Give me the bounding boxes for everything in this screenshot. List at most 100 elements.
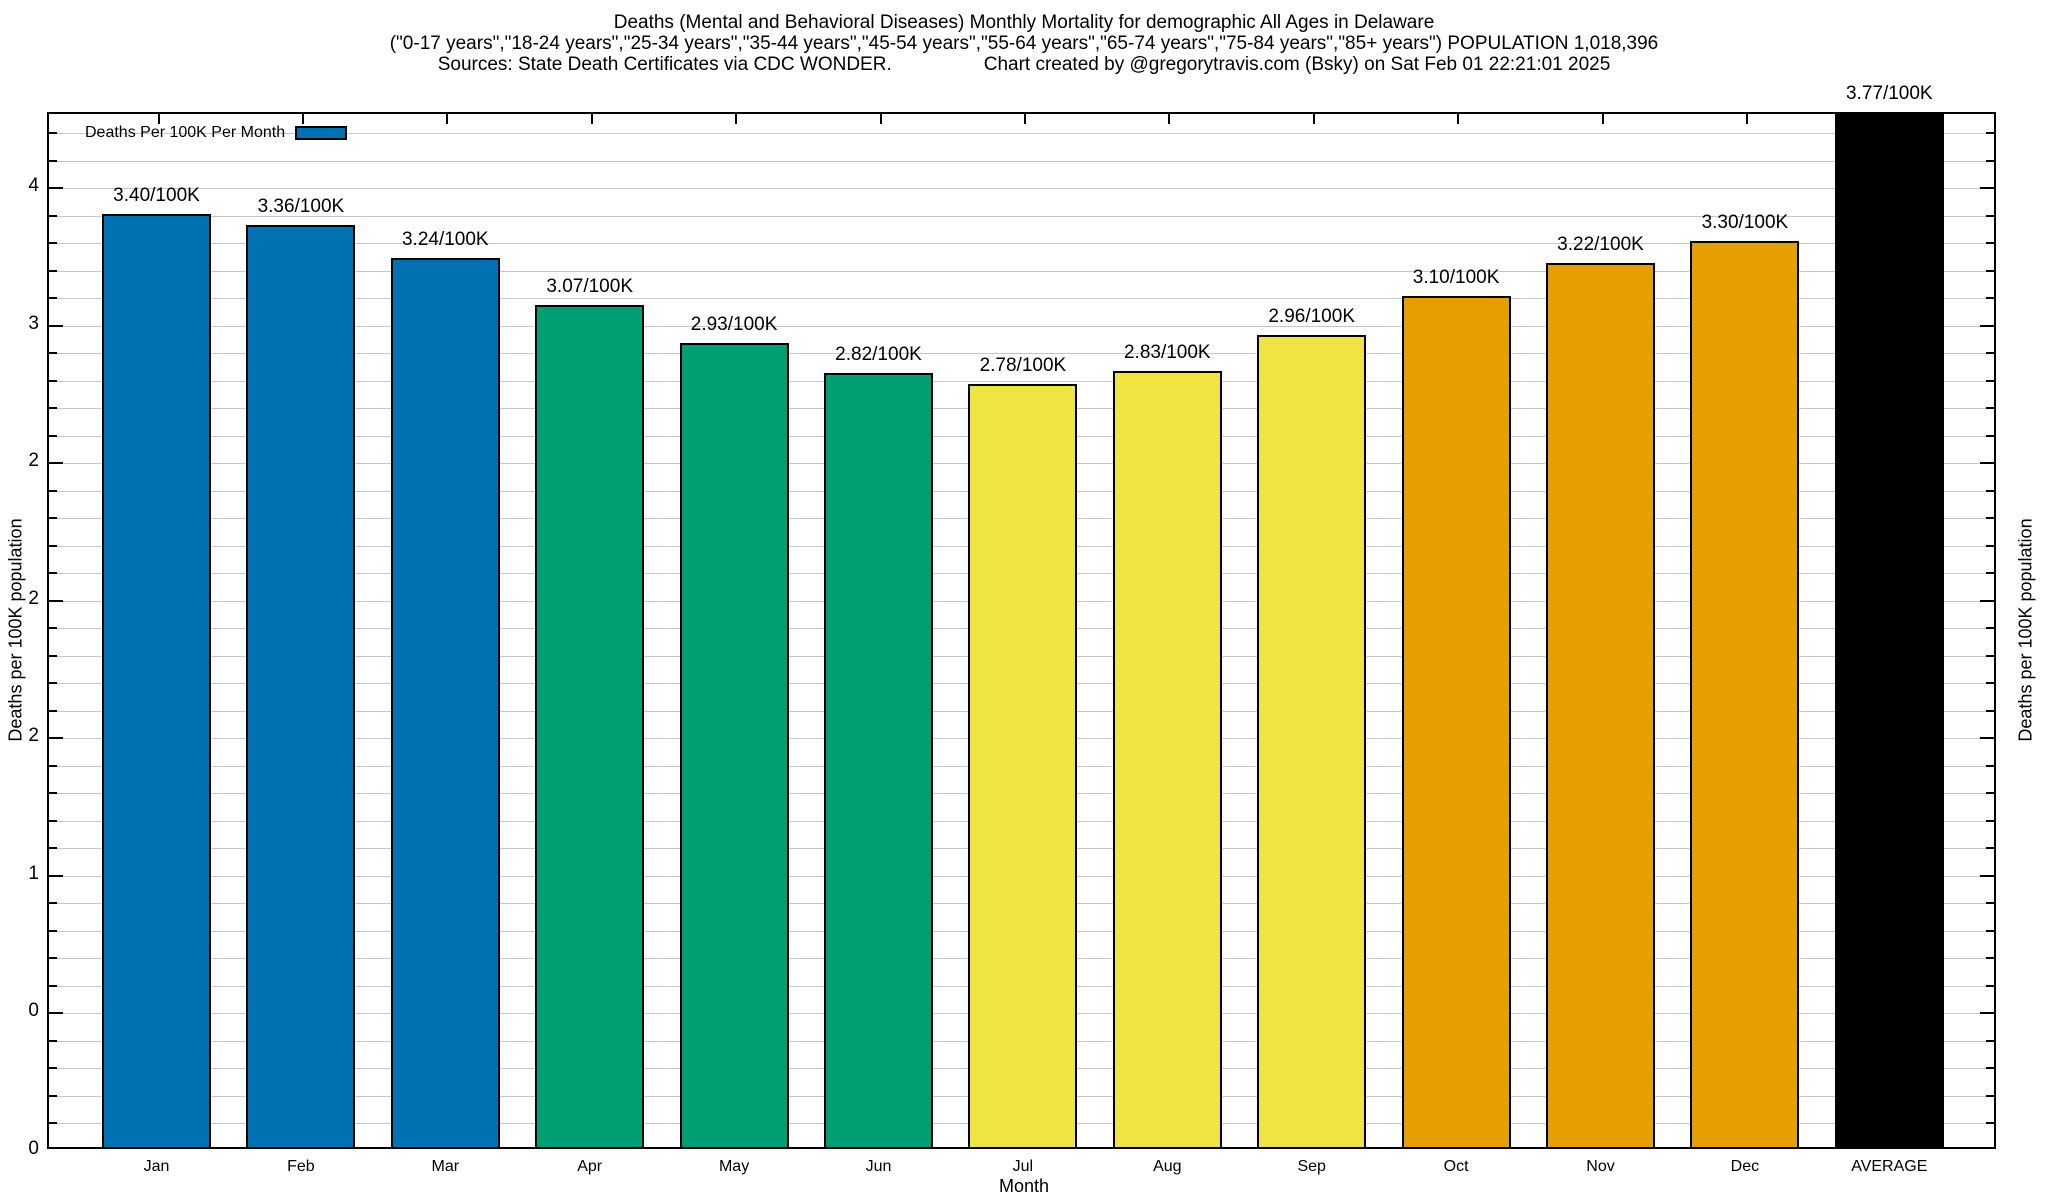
y-tick-mark-left (49, 792, 57, 795)
x-tick-mark-top (735, 114, 738, 124)
y-tick-mark-right (1980, 462, 1994, 465)
y-tick-label: 0 (28, 1000, 39, 1022)
y-axis-title-right: Deaths per 100K population (2015, 518, 2036, 742)
y-tick-mark-right (1986, 1122, 1994, 1125)
y-tick-mark-left (49, 324, 63, 327)
chart-sources-note: Sources: State Death Certificates via CD… (437, 54, 892, 75)
y-tick-mark-right (1980, 324, 1994, 327)
bar-value-label: 3.24/100K (401, 228, 489, 250)
y-tick-mark-right (1986, 819, 1994, 822)
y-tick-mark-right (1980, 187, 1994, 190)
y-tick-mark-left (49, 929, 57, 932)
x-tick-label: Jan (143, 1158, 170, 1175)
y-tick-mark-left (49, 709, 57, 712)
gridline (49, 380, 1994, 382)
x-tick-mark-top (446, 114, 449, 124)
y-tick-mark-right (1986, 132, 1994, 135)
y-tick-mark-left (49, 352, 57, 355)
y-tick-mark-left (49, 407, 57, 410)
bar-jan (102, 213, 211, 1149)
x-tick-mark-top (1890, 114, 1893, 124)
y-tick-mark-left (49, 434, 57, 437)
y-tick-mark-right (1986, 489, 1994, 492)
y-tick-label: 4 (28, 175, 39, 197)
y-tick-mark-right (1986, 297, 1994, 300)
x-tick-mark-top (1457, 114, 1460, 124)
y-tick-mark-right (1986, 682, 1994, 685)
y-tick-mark-left (49, 242, 57, 245)
y-tick-mark-right (1986, 1039, 1994, 1042)
chart-credit-note: Chart created by @gregorytravis.com (Bsk… (983, 54, 1611, 75)
bar-value-label: 2.78/100K (979, 355, 1067, 377)
gridline (49, 243, 1994, 245)
bar-value-label: 2.82/100K (835, 344, 922, 366)
y-tick-mark-left (49, 764, 57, 767)
x-tick-label: Apr (577, 1158, 603, 1175)
y-tick-mark-left (49, 1067, 57, 1070)
bar-may (679, 343, 789, 1149)
bar-oct (1401, 296, 1511, 1149)
bar-value-label: 2.96/100K (1268, 305, 1355, 327)
y-tick-mark-left (49, 462, 63, 465)
x-tick-mark-top (301, 114, 304, 124)
y-tick-mark-right (1986, 1094, 1994, 1097)
y-tick-mark-left (49, 159, 57, 162)
y-tick-mark-left (49, 874, 63, 877)
y-tick-mark-left (49, 489, 57, 492)
x-tick-mark-top (879, 114, 882, 124)
bar-value-label: 3.07/100K (546, 275, 633, 297)
x-tick-label: Aug (1153, 1158, 1182, 1175)
y-tick-mark-left (49, 984, 57, 987)
y-tick-label: 1 (28, 862, 39, 884)
y-tick-mark-right (1986, 544, 1994, 547)
chart-footnote-row: Sources: State Death Certificates via CD… (0, 54, 2048, 75)
bar-aug (1112, 370, 1222, 1149)
y-tick-mark-right (1986, 572, 1994, 575)
y-tick-mark-left (49, 297, 57, 300)
y-tick-mark-left (49, 1094, 57, 1097)
y-tick-mark-left (49, 599, 63, 602)
y-tick-mark-right (1986, 242, 1994, 245)
y-tick-mark-left (49, 819, 57, 822)
y-tick-mark-right (1986, 269, 1994, 272)
y-tick-mark-left (49, 1012, 63, 1015)
y-tick-mark-left (49, 132, 57, 135)
x-tick-mark-top (1745, 114, 1748, 124)
y-tick-label: 3 (28, 312, 39, 334)
y-tick-mark-right (1986, 709, 1994, 712)
y-tick-mark-left (49, 682, 57, 685)
x-tick-mark-top (1312, 114, 1315, 124)
chart-title: Deaths (Mental and Behavioral Diseases) … (613, 12, 1435, 33)
gridline (49, 160, 1994, 162)
y-tick-mark-right (1986, 517, 1994, 520)
gridline (49, 298, 1994, 300)
x-tick-label: Oct (1443, 1158, 1469, 1175)
bar-jun (824, 373, 933, 1149)
y-tick-mark-left (49, 902, 57, 905)
y-tick-mark-right (1980, 1012, 1994, 1015)
y-tick-mark-left (49, 572, 57, 575)
y-tick-mark-left (49, 1122, 57, 1125)
gridline (49, 133, 1994, 135)
bar-dec (1690, 241, 1800, 1149)
bar-sep (1257, 334, 1367, 1149)
bar-average (1834, 112, 1944, 1149)
y-tick-mark-right (1986, 764, 1994, 767)
bar-value-label: 3.40/100K (113, 184, 200, 206)
chart-header: Deaths (Mental and Behavioral Diseases) … (0, 12, 2048, 75)
y-tick-mark-right (1986, 159, 1994, 162)
y-tick-mark-left (49, 187, 63, 190)
y-tick-mark-right (1986, 792, 1994, 795)
y-tick-mark-left (49, 957, 57, 960)
x-tick-label: May (718, 1158, 750, 1175)
y-tick-mark-right (1986, 654, 1994, 657)
x-tick-label: Dec (1730, 1158, 1760, 1175)
y-tick-mark-right (1986, 847, 1994, 850)
bar-value-label: 3.77/100K (1845, 83, 1933, 104)
bar-value-label: 3.30/100K (1701, 212, 1789, 234)
x-tick-label: Jul (1012, 1158, 1034, 1175)
y-tick-mark-right (1986, 214, 1994, 217)
y-tick-label: 2 (28, 725, 39, 747)
y-tick-mark-right (1986, 957, 1994, 960)
x-tick-mark-top (1023, 114, 1026, 124)
